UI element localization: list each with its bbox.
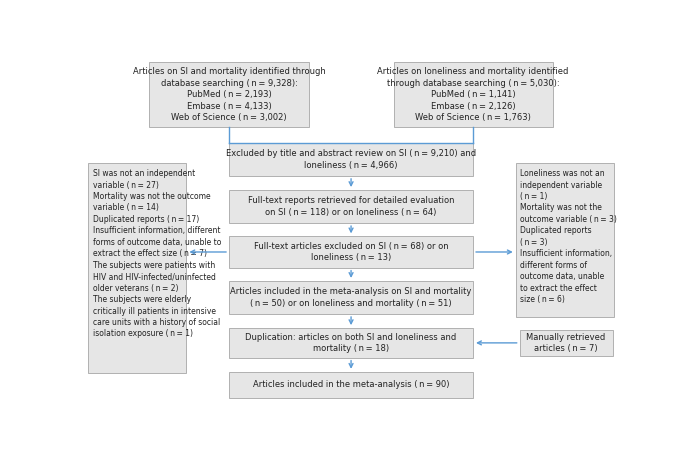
FancyBboxPatch shape <box>229 328 473 358</box>
Text: Manually retrieved
articles ( n = 7): Manually retrieved articles ( n = 7) <box>527 333 606 353</box>
Text: Full-text articles excluded on SI ( n = 68) or on
loneliness ( n = 13): Full-text articles excluded on SI ( n = … <box>253 242 449 262</box>
FancyBboxPatch shape <box>229 143 473 176</box>
Text: Articles on loneliness and mortality identified
through database searching ( n =: Articles on loneliness and mortality ide… <box>377 67 569 122</box>
FancyBboxPatch shape <box>520 330 612 356</box>
Text: Full-text reports retrieved for detailed evaluation
on SI ( n = 118) or on lonel: Full-text reports retrieved for detailed… <box>248 196 454 217</box>
FancyBboxPatch shape <box>229 372 473 398</box>
Text: Articles included in the meta-analysis ( n = 90): Articles included in the meta-analysis (… <box>253 380 449 390</box>
Text: Articles on SI and mortality identified through
database searching ( n = 9,328):: Articles on SI and mortality identified … <box>133 67 325 122</box>
Text: Loneliness was not an
independent variable
( n = 1)
Mortality was not the
outcom: Loneliness was not an independent variab… <box>520 169 616 304</box>
FancyBboxPatch shape <box>229 281 473 314</box>
FancyBboxPatch shape <box>149 62 308 127</box>
Text: Articles included in the meta-analysis on SI and mortality
( n = 50) or on lonel: Articles included in the meta-analysis o… <box>230 287 472 308</box>
Text: Duplication: articles on both SI and loneliness and
mortality ( n = 18): Duplication: articles on both SI and lon… <box>245 333 457 353</box>
FancyBboxPatch shape <box>229 190 473 223</box>
Text: SI was not an independent
variable ( n = 27)
Mortality was not the outcome
varia: SI was not an independent variable ( n =… <box>92 169 221 338</box>
FancyBboxPatch shape <box>393 62 553 127</box>
FancyBboxPatch shape <box>229 236 473 268</box>
FancyBboxPatch shape <box>88 163 186 373</box>
FancyBboxPatch shape <box>516 163 614 317</box>
Text: Excluded by title and abstract review on SI ( n = 9,210) and
loneliness ( n = 4,: Excluded by title and abstract review on… <box>226 149 476 170</box>
